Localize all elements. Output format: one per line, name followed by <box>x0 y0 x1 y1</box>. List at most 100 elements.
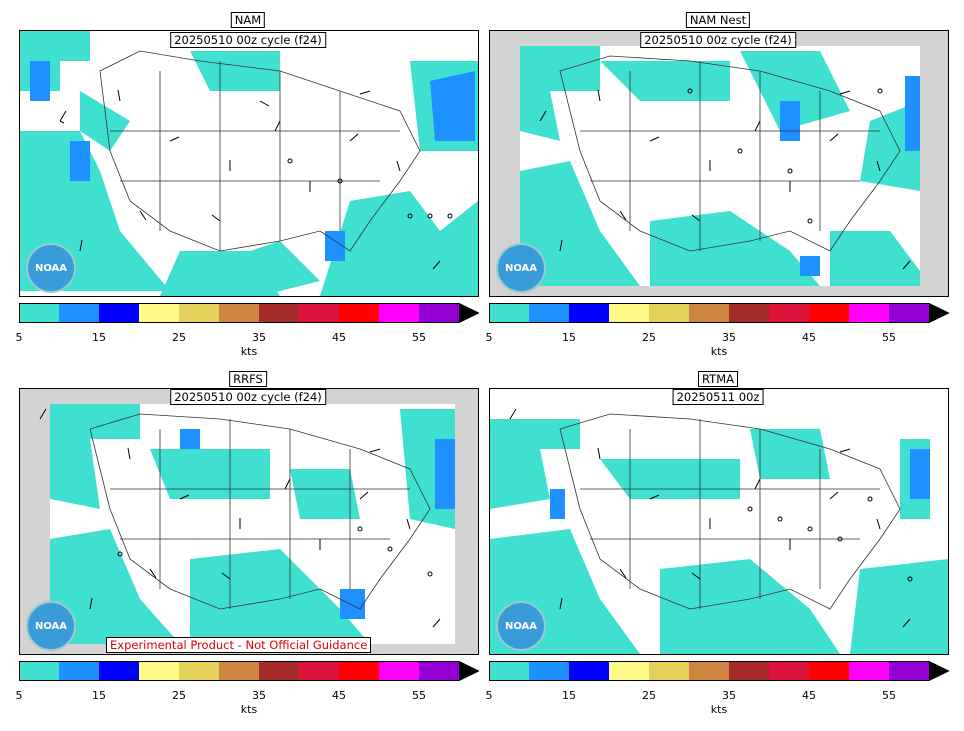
noaa-logo: NOAA <box>496 601 546 651</box>
model-label: NAM <box>230 12 266 28</box>
colorbar-segment <box>809 661 849 681</box>
wind-barbs <box>539 89 911 270</box>
colorbar-segment <box>379 303 419 323</box>
wind-fill-light <box>50 404 455 644</box>
noaa-logo: NOAA <box>26 243 76 293</box>
colorbar-segment <box>19 303 59 323</box>
colorbar-unit-label: kts <box>710 703 728 716</box>
colorbar-segment <box>489 303 529 323</box>
cycle-label: 20250510 00z cycle (f24) <box>170 389 326 405</box>
colorbar-graphic <box>19 303 480 323</box>
colorbar-segment <box>529 303 569 323</box>
wind-fill-moderate <box>30 61 475 261</box>
colorbar-segment <box>219 661 259 681</box>
colorbar-segment <box>769 661 809 681</box>
colorbar <box>19 661 480 681</box>
noaa-logo-text: NOAA <box>34 620 68 632</box>
wind-fill-light <box>520 46 920 286</box>
calm-circles <box>287 158 453 219</box>
colorbar <box>19 303 480 323</box>
colorbar-tick-label: 5 <box>485 689 493 702</box>
colorbar-tick-label: 45 <box>802 331 816 344</box>
colorbar-extend-arrow <box>929 303 949 323</box>
colorbar-segment <box>299 661 339 681</box>
colorbar-tick-label: 55 <box>412 331 426 344</box>
map-rtma: NOAA <box>489 388 949 655</box>
noaa-logo-text: NOAA <box>504 262 538 274</box>
colorbar-graphic <box>489 303 950 323</box>
colorbar <box>489 661 950 681</box>
noaa-logo-text: NOAA <box>504 620 538 632</box>
colorbar-segment <box>419 661 459 681</box>
colorbar-segment <box>609 303 649 323</box>
colorbar-segment <box>139 661 179 681</box>
model-label: NAM Nest <box>685 12 751 28</box>
colorbar-tick-label: 45 <box>802 689 816 702</box>
colorbar-segment <box>569 661 609 681</box>
colorbar-tick-label: 5 <box>15 331 23 344</box>
map-graphic <box>490 408 948 654</box>
colorbar-segment <box>529 661 569 681</box>
noaa-logo: NOAA <box>496 243 546 293</box>
colorbar-segment <box>649 303 689 323</box>
colorbar-tick-label: 25 <box>642 689 656 702</box>
colorbar-segment <box>569 303 609 323</box>
map-graphic <box>20 31 478 296</box>
colorbar-tick-label: 55 <box>412 689 426 702</box>
colorbar-segment <box>299 303 339 323</box>
calm-circles <box>117 526 433 577</box>
cycle-label: 20250510 00z cycle (f24) <box>640 32 796 48</box>
colorbar-tick-label: 25 <box>642 331 656 344</box>
noaa-logo: NOAA <box>26 601 76 651</box>
colorbar-graphic <box>19 661 480 681</box>
colorbar-tick-label: 35 <box>252 689 266 702</box>
colorbar-tick-label: 15 <box>562 331 576 344</box>
colorbar-segment <box>649 661 689 681</box>
map-rrfs: NOAA Experimental Product - Not Official… <box>19 388 479 655</box>
domain-area <box>50 404 455 644</box>
colorbar-tick-label: 15 <box>92 331 106 344</box>
colorbar-unit-label: kts <box>240 703 258 716</box>
wind-barbs <box>39 408 441 628</box>
map-nam-nest: NOAA <box>489 30 949 297</box>
colorbar-segment <box>99 303 139 323</box>
state-borders <box>559 413 901 610</box>
colorbar-tick-label: 15 <box>562 689 576 702</box>
wind-barbs <box>509 408 911 628</box>
colorbar-segment <box>59 303 99 323</box>
colorbar-unit-label: kts <box>710 345 728 358</box>
colorbar-tick-label: 25 <box>172 689 186 702</box>
state-borders <box>559 55 901 252</box>
colorbar-tick-label: 25 <box>172 331 186 344</box>
colorbar-segment <box>849 661 889 681</box>
colorbar-outline <box>489 303 950 323</box>
colorbar-outline <box>19 661 480 681</box>
colorbar-segment <box>849 303 889 323</box>
colorbar <box>489 303 950 323</box>
colorbar-extend-arrow <box>929 661 949 681</box>
wind-fill-moderate <box>180 429 455 619</box>
colorbar-segment <box>339 303 379 323</box>
colorbar-segment <box>259 661 299 681</box>
colorbar-segment <box>99 661 139 681</box>
colorbar-segment <box>419 303 459 323</box>
colorbar-segment <box>339 661 379 681</box>
state-borders <box>99 50 421 252</box>
colorbar-unit-label: kts <box>240 345 258 358</box>
colorbar-graphic <box>489 661 950 681</box>
cycle-label: 20250510 00z cycle (f24) <box>170 32 326 48</box>
calm-circles <box>747 496 913 582</box>
colorbar-segment <box>889 661 929 681</box>
colorbar-tick-label: 35 <box>722 331 736 344</box>
wind-barbs <box>59 89 441 270</box>
colorbar-segment <box>19 661 59 681</box>
colorbar-segment <box>219 303 259 323</box>
state-borders <box>89 413 431 610</box>
colorbar-segment <box>259 303 299 323</box>
model-label: RTMA <box>698 371 738 387</box>
cycle-label: 20250511 00z <box>672 389 764 405</box>
map-graphic <box>520 46 920 286</box>
noaa-logo-text: NOAA <box>34 262 68 274</box>
colorbar-tick-label: 55 <box>882 331 896 344</box>
colorbar-segment <box>889 303 929 323</box>
